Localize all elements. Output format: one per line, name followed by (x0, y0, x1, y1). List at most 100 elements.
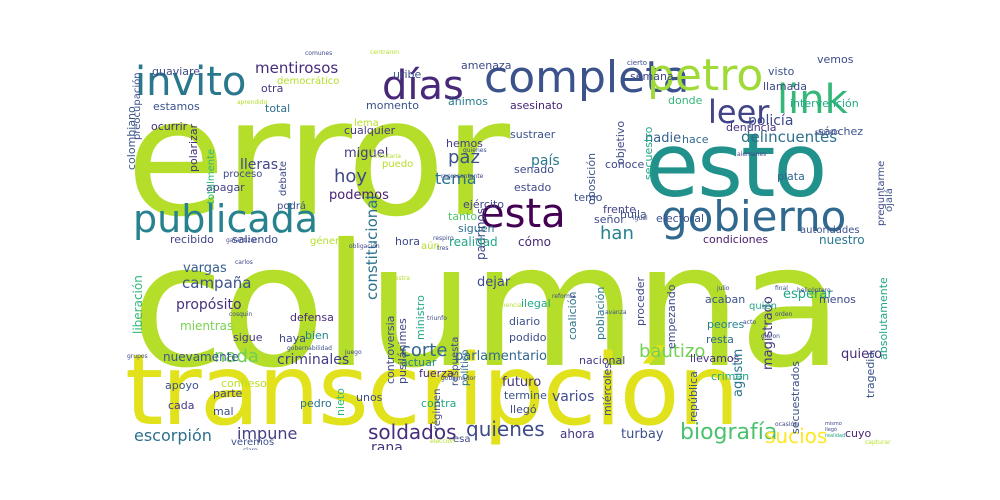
word: cuyo (845, 427, 872, 440)
word: acaban (705, 293, 746, 306)
word: propósito (176, 297, 242, 313)
word: delincuentes (741, 128, 838, 146)
word: actuar (401, 356, 437, 369)
word: acto (743, 319, 756, 326)
word: juego (345, 349, 362, 356)
word: autoridades (800, 225, 860, 236)
word: paz (448, 147, 480, 168)
word: huila (620, 208, 647, 221)
word: intervención (790, 97, 859, 110)
word: esa (453, 434, 471, 445)
word: apoyo (165, 379, 199, 392)
word: podrá (277, 201, 307, 212)
word: lleras (240, 157, 279, 173)
word: menos (819, 293, 856, 306)
word: diaron (761, 333, 780, 340)
word: ahora (560, 427, 595, 441)
word: podido (509, 331, 547, 344)
word: sigue (233, 331, 263, 344)
word: país (531, 153, 560, 169)
word: asesinato (510, 99, 563, 112)
word: semana (630, 70, 674, 83)
word: bien (305, 329, 329, 342)
word: nada (214, 346, 259, 367)
word: objetivo (614, 120, 627, 165)
word: realidad (449, 235, 498, 249)
word: gobierno (661, 192, 847, 241)
word: miércoles (601, 362, 614, 416)
word: liberación (131, 275, 145, 334)
word: han (600, 223, 634, 244)
word: electoral (656, 212, 705, 225)
word: criminales (277, 352, 350, 368)
word: confieso (221, 377, 267, 390)
word: absolutamente (877, 277, 890, 360)
word: momento (366, 99, 419, 112)
word: cosquin (229, 311, 253, 318)
word: nacional (579, 354, 626, 367)
word: gobernador (441, 375, 476, 382)
word: campaña (182, 274, 252, 292)
word: uribe (393, 68, 422, 81)
word: tributaria (373, 153, 401, 160)
word: hace (682, 133, 709, 146)
word: grupos (127, 353, 148, 360)
word: cierto (627, 59, 648, 67)
word: sustraer (510, 128, 556, 141)
word: mal (213, 405, 234, 418)
word: soldados (368, 420, 457, 444)
word: elección (430, 438, 455, 445)
word: leer (708, 93, 770, 131)
word: frente (603, 203, 636, 216)
word: completa (484, 52, 690, 103)
word: parte (213, 387, 243, 400)
word: sucios (765, 424, 828, 448)
word: guaviare (152, 65, 201, 78)
word: sagrado (815, 129, 840, 136)
word: muestra (385, 275, 410, 282)
word: nieto (334, 388, 347, 416)
word: esta (480, 191, 566, 237)
word: helicóptero (797, 287, 831, 294)
word: biografía (680, 420, 778, 445)
word: hora (395, 235, 420, 248)
word: turbay (621, 427, 664, 442)
word: aprendido (237, 99, 268, 106)
word: secuestro (642, 126, 655, 180)
word: polarizar (187, 123, 200, 172)
word: igual (633, 215, 648, 222)
word: siguen (458, 222, 495, 235)
word: nadie (645, 131, 682, 146)
word: nuestro (819, 233, 865, 247)
word: alemanes (737, 151, 767, 158)
word: invito (135, 59, 247, 105)
word: donde (668, 94, 703, 107)
word: aún (421, 241, 440, 252)
word: orden (775, 311, 793, 318)
word: ocurrir (151, 120, 188, 133)
word: quién (749, 301, 777, 312)
word: publicada (133, 197, 319, 241)
word: tanto (448, 210, 478, 223)
word: empezando (665, 284, 678, 349)
word: bautizo (639, 341, 706, 362)
word: cómo (518, 235, 551, 249)
word: garantizar (226, 237, 257, 244)
word: parlamentario (455, 349, 548, 364)
word: días (382, 63, 464, 109)
word: comunes (305, 50, 333, 57)
word: dejar (477, 275, 511, 290)
word: respiro (433, 235, 454, 242)
word: estado (514, 181, 552, 194)
word: esperar (783, 287, 833, 302)
word: defensa (290, 311, 334, 324)
word: plata (777, 170, 805, 183)
word: totalmente (206, 148, 217, 204)
word: corte (401, 340, 448, 361)
word: peores (707, 318, 745, 331)
word: ejército (463, 198, 505, 211)
word: condiciones (703, 233, 769, 246)
word: gobernabilidad (287, 345, 332, 352)
word: vargas (183, 261, 227, 276)
word: esto (645, 114, 827, 217)
